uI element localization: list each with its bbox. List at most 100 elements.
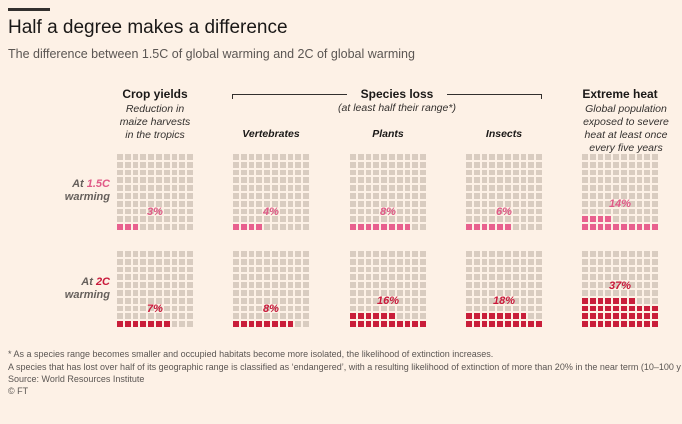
waffle-cell-empty	[387, 207, 396, 216]
waffle-cell-empty	[643, 215, 652, 224]
waffle-cell-empty	[604, 199, 613, 208]
waffle-cell-empty	[154, 312, 163, 321]
waffle-cell-empty	[387, 281, 396, 289]
waffle-cell-filled	[356, 312, 365, 321]
waffle-cell-filled	[619, 304, 628, 313]
waffle-cell-empty	[162, 160, 171, 169]
waffle-cell-empty	[627, 273, 636, 282]
waffle-cell-empty	[178, 273, 187, 282]
waffle-cell-filled	[480, 312, 489, 321]
row-temp-2c: 2C	[95, 276, 110, 288]
waffle-cell-empty	[349, 160, 357, 169]
waffle-cell-empty	[604, 257, 613, 266]
waffle-cell-empty	[255, 281, 264, 289]
waffle-cell-empty	[535, 296, 543, 305]
waffle-cell-empty	[635, 265, 644, 274]
waffle-cell-empty	[154, 168, 163, 177]
waffle-cell-empty	[247, 273, 256, 282]
waffle-cell-empty	[496, 304, 504, 313]
waffle-cell-empty	[519, 273, 528, 282]
waffle-cell-empty	[162, 168, 171, 177]
waffle-cell-empty	[178, 168, 187, 177]
waffle-cell-empty	[596, 160, 605, 169]
waffle-cell-empty	[255, 304, 264, 313]
waffle-cell-empty	[302, 153, 310, 161]
waffle-cell-empty	[527, 281, 536, 289]
waffle-cell-empty	[496, 257, 504, 266]
waffle-cell-empty	[123, 296, 132, 305]
waffle-cell-empty	[411, 250, 420, 258]
waffle-cell-empty	[511, 207, 520, 216]
waffle-cell-empty	[139, 296, 148, 305]
waffle-cell-empty	[123, 265, 132, 274]
waffle-cell-empty	[511, 265, 520, 274]
waffle-cell-empty	[480, 288, 489, 297]
waffle-cell-empty	[294, 320, 303, 328]
waffle-cell-empty	[286, 191, 295, 200]
waffle-cell-empty	[154, 223, 163, 231]
waffle-cell-empty	[232, 288, 240, 297]
waffle-cell-empty	[278, 281, 287, 289]
waffle-cell-filled	[604, 215, 613, 224]
waffle-cell-empty	[302, 257, 310, 266]
waffle-cell-empty	[349, 199, 357, 208]
waffle-cell-empty	[247, 184, 256, 192]
waffle-cell-empty	[255, 265, 264, 274]
waffle-cell-filled	[519, 320, 528, 328]
waffle-cell-empty	[154, 257, 163, 266]
waffle-cell-empty	[294, 296, 303, 305]
waffle-cell-empty	[519, 215, 528, 224]
waffle-cell-empty	[535, 207, 543, 216]
waffle-cell-filled	[372, 312, 381, 321]
waffle-cell-empty	[278, 184, 287, 192]
waffle-cell-empty	[270, 273, 279, 282]
waffle-cell-empty	[116, 199, 124, 208]
waffle-cell-empty	[635, 207, 644, 216]
waffle-cell-filled	[372, 223, 381, 231]
waffle-cell-empty	[349, 281, 357, 289]
waffle-cell-empty	[364, 184, 373, 192]
waffle-cell-empty	[116, 207, 124, 216]
waffle-cell-empty	[131, 168, 140, 177]
waffle-cell-empty	[527, 153, 536, 161]
waffle-cell-empty	[581, 191, 589, 200]
waffle-cell-filled	[232, 223, 240, 231]
waffle-cell-empty	[480, 265, 489, 274]
waffle-cell-empty	[395, 184, 404, 192]
waffle-cell-empty	[123, 288, 132, 297]
waffle-cell-empty	[178, 223, 187, 231]
waffle-cell-empty	[527, 296, 536, 305]
waffle-cell-empty	[170, 320, 179, 328]
waffle-cell-empty	[294, 176, 303, 185]
waffle-cell-filled	[472, 312, 481, 321]
waffle-cell-empty	[270, 184, 279, 192]
waffle-cell-empty	[488, 296, 497, 305]
waffle-cell-empty	[372, 184, 381, 192]
waffle-cell-empty	[247, 288, 256, 297]
waffle-cell-filled	[255, 223, 264, 231]
waffle-cell-empty	[635, 273, 644, 282]
waffle-cell-empty	[364, 304, 373, 313]
waffle-cell-empty	[278, 199, 287, 208]
waffle-cell-empty	[643, 184, 652, 192]
waffle-cell-filled	[387, 223, 396, 231]
waffle-cell-empty	[232, 153, 240, 161]
waffle-cell-empty	[411, 288, 420, 297]
waffle-cell-empty	[356, 160, 365, 169]
waffle-cell-empty	[239, 312, 248, 321]
waffle-cell-empty	[465, 160, 473, 169]
waffle-cell-empty	[472, 296, 481, 305]
waffle-cell-empty	[294, 223, 303, 231]
waffle-cell-empty	[364, 160, 373, 169]
waffle-cell-empty	[581, 168, 589, 177]
waffle-cell-filled	[480, 320, 489, 328]
waffle-cell-empty	[411, 257, 420, 266]
waffle-cell-empty	[186, 153, 194, 161]
waffle-cell-filled	[131, 223, 140, 231]
waffle-cell-empty	[519, 281, 528, 289]
waffle-cell-empty	[255, 288, 264, 297]
waffle-cell-empty	[286, 168, 295, 177]
waffle-cell-filled	[588, 312, 597, 321]
waffle-cell-empty	[380, 153, 388, 161]
waffle-cell-empty	[465, 304, 473, 313]
